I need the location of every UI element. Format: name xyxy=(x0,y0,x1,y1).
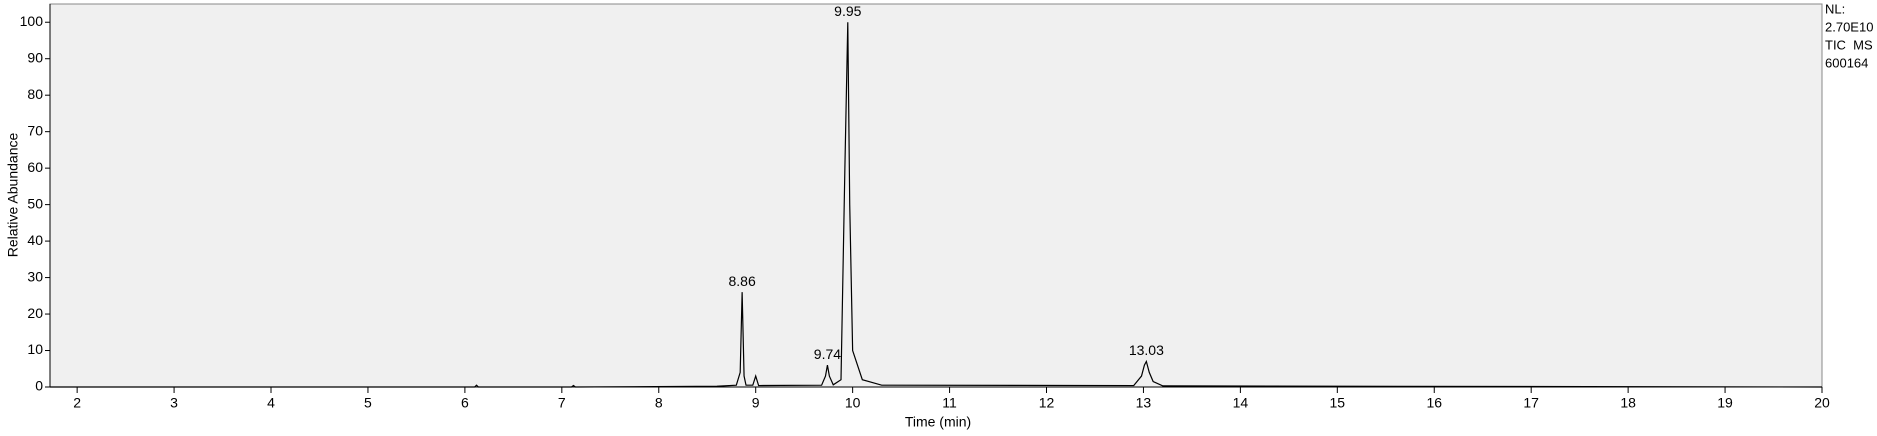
x-tick-label: 11 xyxy=(942,395,957,411)
peak-label: 9.95 xyxy=(834,3,861,19)
y-tick-label: 100 xyxy=(20,13,44,29)
x-tick-label: 2 xyxy=(73,395,81,411)
x-tick-label: 5 xyxy=(364,395,372,411)
y-tick-label: 40 xyxy=(27,232,43,248)
y-tick-label: 90 xyxy=(27,49,43,65)
x-tick-label: 20 xyxy=(1814,395,1830,411)
info-text: 2.70E10 xyxy=(1825,19,1873,34)
y-tick-label: 0 xyxy=(35,378,43,394)
plot-area xyxy=(49,3,1823,388)
info-text: TIC MS xyxy=(1825,37,1873,52)
x-tick-label: 6 xyxy=(461,395,469,411)
y-tick-label: 80 xyxy=(27,86,43,102)
x-tick-label: 10 xyxy=(845,395,861,411)
x-tick-label: 4 xyxy=(267,395,275,411)
x-tick-label: 19 xyxy=(1717,395,1733,411)
x-tick-label: 3 xyxy=(170,395,178,411)
y-tick-label: 60 xyxy=(27,159,43,175)
x-tick-label: 14 xyxy=(1233,395,1249,411)
x-tick-label: 9 xyxy=(752,395,760,411)
peak-label: 9.74 xyxy=(814,346,841,362)
chromatogram-line xyxy=(50,22,1823,388)
y-tick-label: 70 xyxy=(27,122,43,138)
x-tick-label: 18 xyxy=(1620,395,1636,411)
x-tick-label: 12 xyxy=(1039,395,1055,411)
peak-label: 8.86 xyxy=(729,273,756,289)
x-tick-label: 8 xyxy=(655,395,663,411)
peak-label: 13.03 xyxy=(1129,342,1164,358)
x-tick-label: 17 xyxy=(1523,395,1539,411)
x-tick-label: 13 xyxy=(1136,395,1152,411)
x-tick-label: 16 xyxy=(1426,395,1442,411)
y-axis-label: Relative Abundance xyxy=(5,133,21,258)
x-tick-label: 7 xyxy=(558,395,566,411)
y-tick-label: 50 xyxy=(27,195,43,211)
y-tick-label: 30 xyxy=(27,268,43,284)
x-tick-label: 15 xyxy=(1330,395,1346,411)
x-axis-label: Time (min) xyxy=(905,414,971,430)
y-tick-label: 20 xyxy=(27,305,43,321)
info-text: NL: xyxy=(1825,1,1845,16)
info-text: 600164 xyxy=(1825,55,1868,70)
y-tick-label: 10 xyxy=(27,341,43,357)
